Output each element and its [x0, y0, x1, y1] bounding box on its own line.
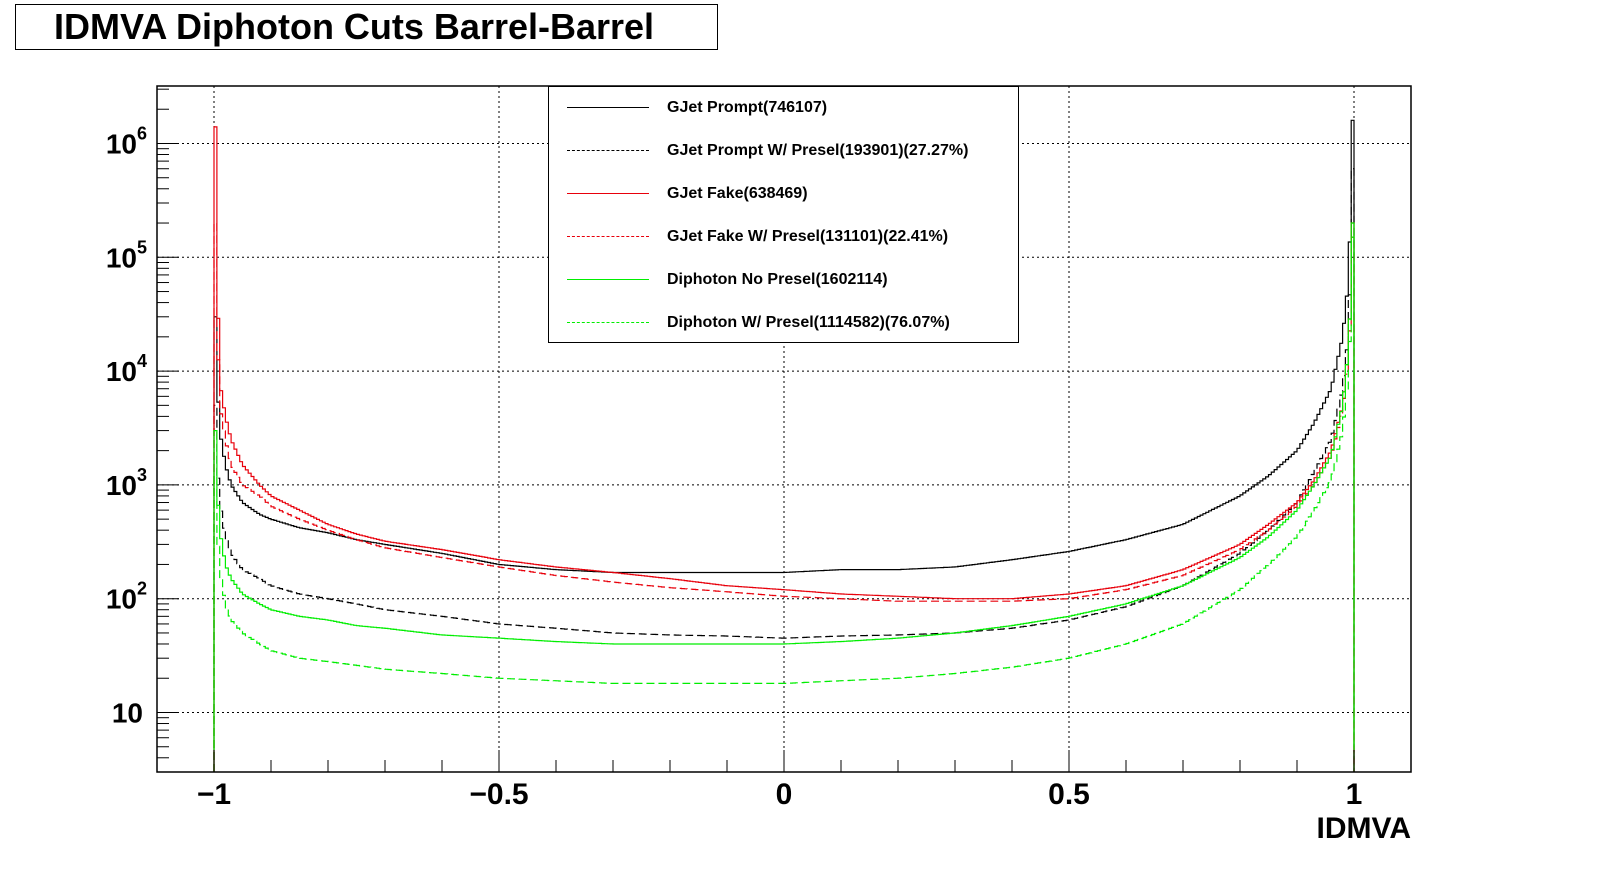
- legend-label: Diphoton W/ Presel(1114582)(76.07%): [667, 314, 950, 331]
- y-tick-label: 104: [106, 351, 147, 387]
- legend-label: Diphoton No Presel(1602114): [667, 271, 888, 288]
- x-tick-label: 0: [776, 778, 793, 811]
- x-tick-label: −1: [197, 778, 231, 811]
- legend-label: GJet Prompt(746107): [667, 99, 828, 116]
- series-line: [213, 236, 1355, 772]
- y-tick-label: 106: [106, 123, 147, 159]
- legend-entry: GJet Fake(638469): [549, 174, 1018, 214]
- legend-swatch: [567, 322, 649, 323]
- legend-label: GJet Prompt W/ Presel(193901)(27.27%): [667, 142, 969, 159]
- legend-entry: GJet Fake W/ Presel(131101)(22.41%): [549, 217, 1018, 257]
- series-line: [213, 222, 1355, 772]
- axis-ticks: [157, 88, 1355, 773]
- legend: GJet Prompt(746107) GJet Prompt W/ Presel…: [548, 86, 1019, 343]
- series-line: [213, 222, 1355, 772]
- legend-label: GJet Fake(638469): [667, 185, 808, 202]
- y-tick-label: 10: [112, 697, 143, 728]
- tick-labels: −1 −0.5 0 0.5 1 10 102 103 104 105 106: [106, 123, 1363, 811]
- y-tick-label: 105: [106, 237, 147, 273]
- legend-swatch: [567, 193, 649, 194]
- x-tick-label: 1: [1346, 778, 1363, 811]
- legend-swatch: [567, 107, 649, 108]
- legend-swatch: [567, 279, 649, 280]
- series-line: [213, 119, 1355, 772]
- chart-title: IDMVA Diphoton Cuts Barrel-Barrel: [15, 4, 718, 50]
- x-tick-label: 0.5: [1048, 778, 1090, 811]
- y-tick-label: 102: [106, 579, 147, 615]
- series-line: [213, 126, 1355, 772]
- legend-label: GJet Fake W/ Presel(131101)(22.41%): [667, 228, 949, 245]
- x-axis-title: IDMVA: [1317, 812, 1411, 845]
- legend-entry: GJet Prompt(746107): [549, 88, 1018, 128]
- legend-entry: Diphoton No Presel(1602114): [549, 260, 1018, 300]
- legend-entry: Diphoton W/ Presel(1114582)(76.07%): [549, 303, 1018, 343]
- y-tick-label: 103: [106, 465, 147, 501]
- x-tick-label: −0.5: [469, 778, 528, 811]
- series-lines: [213, 119, 1355, 772]
- legend-swatch: [567, 150, 649, 151]
- legend-swatch: [567, 236, 649, 237]
- legend-entry: GJet Prompt W/ Presel(193901)(27.27%): [549, 131, 1018, 171]
